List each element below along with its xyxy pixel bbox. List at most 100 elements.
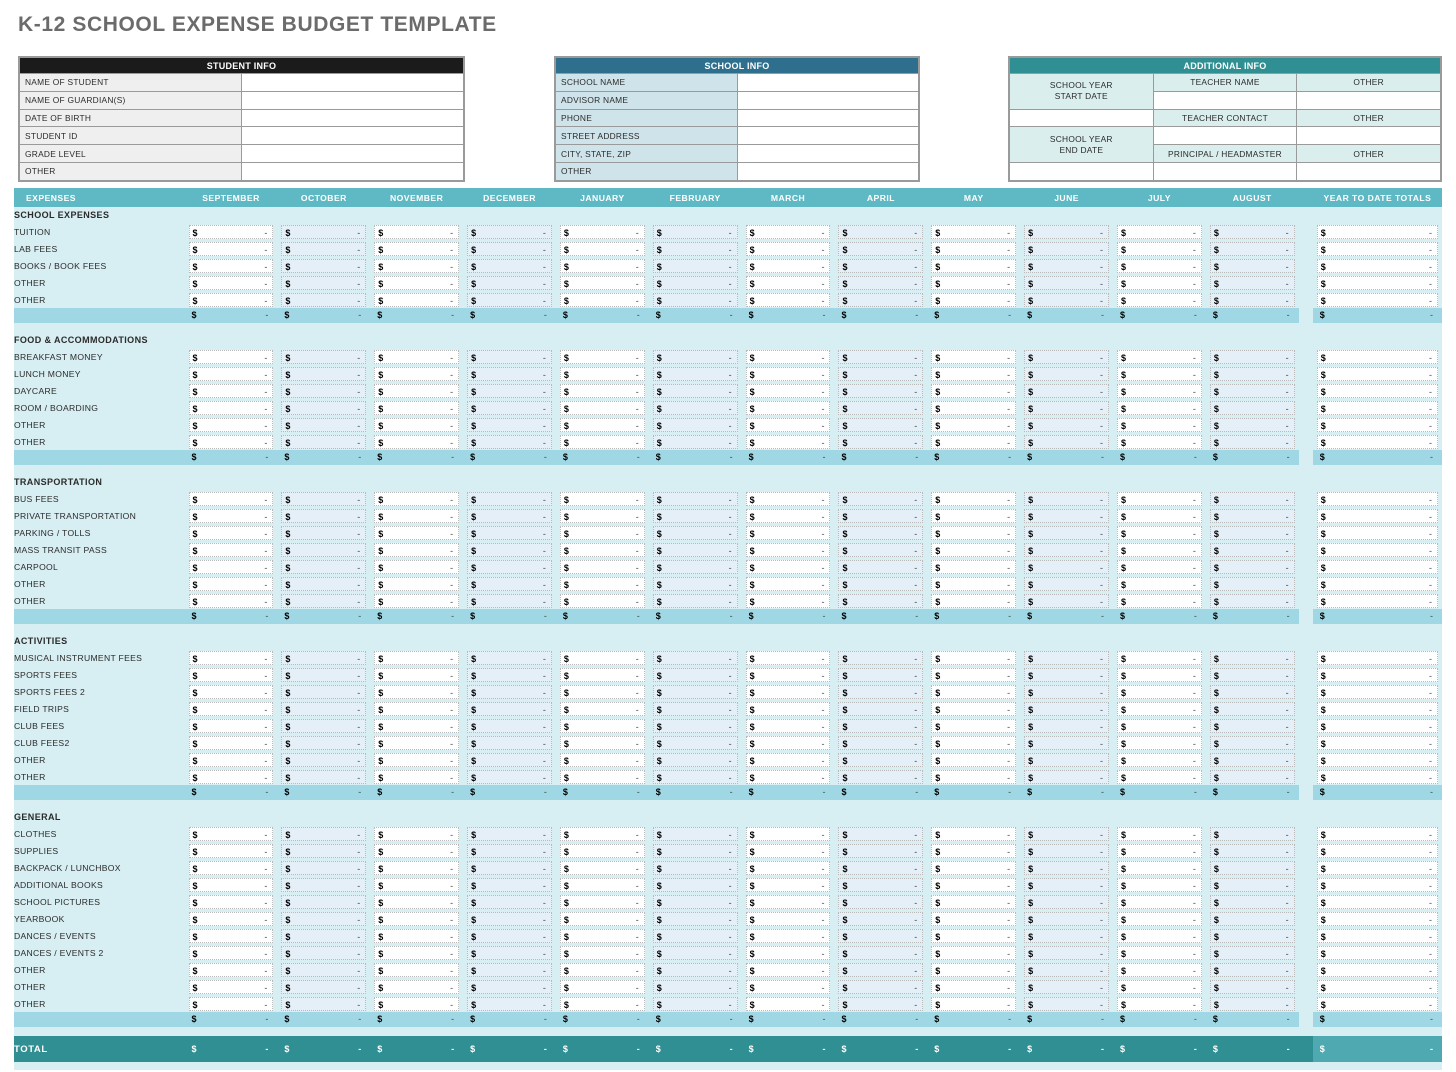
- expense-amount-cell[interactable]: $ -: [649, 876, 742, 893]
- expense-amount-cell[interactable]: $ -: [463, 291, 556, 308]
- expense-amount-cell[interactable]: $ -: [556, 717, 649, 734]
- expense-amount-cell[interactable]: $ -: [1020, 592, 1113, 609]
- expense-amount-cell[interactable]: $ -: [463, 717, 556, 734]
- expense-amount-cell[interactable]: $ -: [556, 416, 649, 433]
- expense-amount-cell[interactable]: $ -: [1113, 666, 1206, 683]
- expense-amount-cell[interactable]: $ -: [927, 240, 1020, 257]
- expense-amount-cell[interactable]: $ -: [463, 978, 556, 995]
- expense-amount-cell[interactable]: $ -: [1020, 927, 1113, 944]
- expense-amount-cell[interactable]: $ -: [277, 257, 370, 274]
- expense-amount-cell[interactable]: $ -: [556, 575, 649, 592]
- expense-amount-cell[interactable]: $ -: [1113, 842, 1206, 859]
- expense-amount-cell[interactable]: $ -: [834, 524, 927, 541]
- expense-amount-cell[interactable]: $ -: [463, 910, 556, 927]
- expense-amount-cell[interactable]: $ -: [649, 541, 742, 558]
- expense-amount-cell[interactable]: $ -: [185, 541, 278, 558]
- expense-amount-cell[interactable]: $ -: [742, 876, 835, 893]
- expense-amount-cell[interactable]: $ -: [1206, 399, 1299, 416]
- expense-amount-cell[interactable]: $ -: [463, 524, 556, 541]
- expense-amount-cell[interactable]: $ -: [742, 910, 835, 927]
- expense-amount-cell[interactable]: $ -: [185, 825, 278, 842]
- expense-amount-cell[interactable]: $ -: [556, 910, 649, 927]
- expense-amount-cell[interactable]: $ -: [556, 683, 649, 700]
- expense-amount-cell[interactable]: $ -: [185, 348, 278, 365]
- expense-amount-cell[interactable]: $ -: [370, 399, 463, 416]
- expense-amount-cell[interactable]: $ -: [927, 433, 1020, 450]
- expense-amount-cell[interactable]: $ -: [185, 592, 278, 609]
- expense-amount-cell[interactable]: $ -: [1113, 592, 1206, 609]
- expense-amount-cell[interactable]: $ -: [742, 365, 835, 382]
- expense-amount-cell[interactable]: $ -: [1113, 893, 1206, 910]
- expense-amount-cell[interactable]: $ -: [185, 649, 278, 666]
- expense-amount-cell[interactable]: $ -: [1020, 223, 1113, 240]
- expense-amount-cell[interactable]: $ -: [1020, 961, 1113, 978]
- expense-amount-cell[interactable]: $ -: [370, 700, 463, 717]
- expense-amount-cell[interactable]: $ -: [927, 365, 1020, 382]
- expense-amount-cell[interactable]: $ -: [1206, 700, 1299, 717]
- expense-amount-cell[interactable]: $ -: [1206, 825, 1299, 842]
- expense-amount-cell[interactable]: $ -: [649, 825, 742, 842]
- expense-amount-cell[interactable]: $ -: [1206, 649, 1299, 666]
- expense-amount-cell[interactable]: $ -: [463, 876, 556, 893]
- expense-amount-cell[interactable]: $ -: [927, 751, 1020, 768]
- teacher-contact-field[interactable]: [1152, 126, 1298, 146]
- expense-amount-cell[interactable]: $ -: [834, 768, 927, 785]
- expense-amount-cell[interactable]: $ -: [1020, 978, 1113, 995]
- expense-amount-cell[interactable]: $ -: [742, 274, 835, 291]
- expense-amount-cell[interactable]: $ -: [185, 257, 278, 274]
- expense-amount-cell[interactable]: $ -: [463, 649, 556, 666]
- expense-amount-cell[interactable]: $ -: [370, 910, 463, 927]
- expense-amount-cell[interactable]: $ -: [185, 910, 278, 927]
- expense-amount-cell[interactable]: $ -: [1113, 490, 1206, 507]
- expense-amount-cell[interactable]: $ -: [463, 683, 556, 700]
- expense-amount-cell[interactable]: $ -: [370, 558, 463, 575]
- expense-amount-cell[interactable]: $ -: [742, 859, 835, 876]
- expense-amount-cell[interactable]: $ -: [1113, 825, 1206, 842]
- expense-amount-cell[interactable]: $ -: [1113, 274, 1206, 291]
- expense-amount-cell[interactable]: $ -: [277, 575, 370, 592]
- expense-amount-cell[interactable]: $ -: [649, 927, 742, 944]
- expense-amount-cell[interactable]: $ -: [277, 768, 370, 785]
- expense-amount-cell[interactable]: $ -: [1113, 257, 1206, 274]
- expense-amount-cell[interactable]: $ -: [834, 734, 927, 751]
- expense-amount-cell[interactable]: $ -: [277, 927, 370, 944]
- expense-amount-cell[interactable]: $ -: [277, 893, 370, 910]
- phone-field[interactable]: [736, 108, 919, 128]
- grade-level-field[interactable]: [241, 144, 464, 163]
- expense-amount-cell[interactable]: $ -: [1020, 768, 1113, 785]
- advisor-name-field[interactable]: [736, 90, 919, 110]
- expense-amount-cell[interactable]: $ -: [1206, 541, 1299, 558]
- expense-amount-cell[interactable]: $ -: [742, 944, 835, 961]
- expense-amount-cell[interactable]: $ -: [556, 859, 649, 876]
- expense-amount-cell[interactable]: $ -: [927, 717, 1020, 734]
- expense-amount-cell[interactable]: $ -: [277, 876, 370, 893]
- expense-amount-cell[interactable]: $ -: [463, 382, 556, 399]
- expense-amount-cell[interactable]: $ -: [834, 876, 927, 893]
- expense-amount-cell[interactable]: $ -: [1113, 524, 1206, 541]
- expense-amount-cell[interactable]: $ -: [927, 223, 1020, 240]
- expense-amount-cell[interactable]: $ -: [1113, 751, 1206, 768]
- expense-amount-cell[interactable]: $ -: [1113, 717, 1206, 734]
- expense-amount-cell[interactable]: $ -: [463, 751, 556, 768]
- expense-amount-cell[interactable]: $ -: [927, 257, 1020, 274]
- expense-amount-cell[interactable]: $ -: [1113, 541, 1206, 558]
- expense-amount-cell[interactable]: $ -: [1113, 995, 1206, 1012]
- expense-amount-cell[interactable]: $ -: [1020, 717, 1113, 734]
- expense-amount-cell[interactable]: $ -: [277, 541, 370, 558]
- expense-amount-cell[interactable]: $ -: [1113, 910, 1206, 927]
- expense-amount-cell[interactable]: $ -: [185, 558, 278, 575]
- expense-amount-cell[interactable]: $ -: [185, 751, 278, 768]
- expense-amount-cell[interactable]: $ -: [463, 365, 556, 382]
- expense-amount-cell[interactable]: $ -: [185, 683, 278, 700]
- expense-amount-cell[interactable]: $ -: [556, 541, 649, 558]
- expense-amount-cell[interactable]: $ -: [834, 666, 927, 683]
- expense-amount-cell[interactable]: $ -: [463, 348, 556, 365]
- expense-amount-cell[interactable]: $ -: [927, 734, 1020, 751]
- expense-amount-cell[interactable]: $ -: [556, 257, 649, 274]
- expense-amount-cell[interactable]: $ -: [185, 416, 278, 433]
- expense-amount-cell[interactable]: $ -: [834, 541, 927, 558]
- expense-amount-cell[interactable]: $ -: [649, 257, 742, 274]
- expense-amount-cell[interactable]: $ -: [185, 507, 278, 524]
- expense-amount-cell[interactable]: $ -: [927, 876, 1020, 893]
- expense-amount-cell[interactable]: $ -: [370, 734, 463, 751]
